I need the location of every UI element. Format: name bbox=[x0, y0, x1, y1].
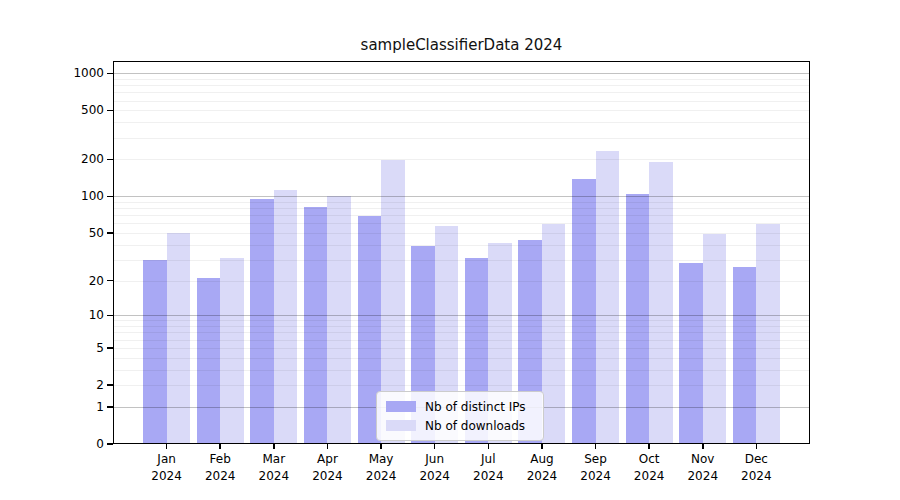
grid-minor-line bbox=[113, 223, 810, 224]
bar-oct-downloads bbox=[649, 162, 673, 444]
x-tick-mark bbox=[702, 444, 704, 449]
bar-jan-ips bbox=[143, 260, 167, 444]
grid-minor-line bbox=[113, 326, 810, 327]
y-tick-label: 10 bbox=[0, 307, 104, 323]
grid-minor-line bbox=[113, 138, 810, 139]
bar-feb-ips bbox=[197, 278, 221, 444]
bar-sep-downloads bbox=[596, 151, 620, 444]
grid-major-line bbox=[113, 315, 810, 316]
x-tick-mark bbox=[219, 444, 221, 449]
grid-minor-line bbox=[113, 340, 810, 341]
grid-minor-line bbox=[113, 215, 810, 216]
y-tick-label: 2 bbox=[0, 377, 104, 393]
bar-aug-downloads bbox=[542, 224, 566, 444]
bar-sep-ips bbox=[572, 179, 596, 444]
y-tick-label: 500 bbox=[0, 102, 104, 118]
grid-minor-line bbox=[113, 281, 810, 282]
x-tick-mark bbox=[488, 444, 490, 449]
x-tick-mark bbox=[434, 444, 436, 449]
grid-minor-line bbox=[113, 348, 810, 349]
grid-minor-line bbox=[113, 385, 810, 386]
legend-item-distinct-ips: Nb of distinct IPs bbox=[386, 397, 534, 416]
figure: sampleClassifierData 2024 10005002001005… bbox=[0, 0, 900, 500]
bar-dec-ips bbox=[733, 267, 757, 444]
y-tick-label: 20 bbox=[0, 273, 104, 289]
grid-minor-line bbox=[113, 101, 810, 102]
grid-minor-line bbox=[113, 320, 810, 321]
y-tick-label: 5 bbox=[0, 340, 104, 356]
grid-minor-line bbox=[113, 92, 810, 93]
y-tick-label: 0 bbox=[0, 436, 104, 452]
grid-minor-line bbox=[113, 260, 810, 261]
legend: Nb of distinct IPs Nb of downloads bbox=[376, 391, 544, 441]
grid-minor-line bbox=[113, 79, 810, 80]
plot-area: Nb of distinct IPs Nb of downloads bbox=[113, 61, 810, 444]
bar-jan-downloads bbox=[167, 233, 191, 444]
x-tick-mark bbox=[273, 444, 275, 449]
grid-minor-line bbox=[113, 245, 810, 246]
grid-major-line bbox=[113, 196, 810, 197]
grid-minor-line bbox=[113, 122, 810, 123]
x-tick-year: 2024 bbox=[724, 468, 788, 485]
bar-dec-downloads bbox=[756, 224, 780, 444]
x-tick-month: Dec bbox=[724, 451, 788, 468]
grid-major-line bbox=[113, 73, 810, 74]
y-tick-label: 1 bbox=[0, 399, 104, 415]
x-tick-mark bbox=[327, 444, 329, 449]
y-tick-label: 50 bbox=[0, 225, 104, 241]
grid-minor-line bbox=[113, 332, 810, 333]
grid-minor-line bbox=[113, 358, 810, 359]
grid-minor-line bbox=[113, 370, 810, 371]
grid-minor-line bbox=[113, 233, 810, 234]
legend-label-downloads: Nb of downloads bbox=[425, 419, 525, 433]
x-tick-label: Dec2024 bbox=[724, 451, 788, 485]
y-tick-label: 100 bbox=[0, 188, 104, 204]
grid-minor-line bbox=[113, 208, 810, 209]
bar-nov-ips bbox=[679, 263, 703, 444]
y-tick-label: 1000 bbox=[0, 65, 104, 81]
x-tick-mark bbox=[648, 444, 650, 449]
grid-minor-line bbox=[113, 110, 810, 111]
grid-minor-line bbox=[113, 159, 810, 160]
grid-minor-line bbox=[113, 85, 810, 86]
y-tick-label: 200 bbox=[0, 151, 104, 167]
x-tick-mark bbox=[595, 444, 597, 449]
x-tick-mark bbox=[756, 444, 758, 449]
legend-swatch-ips-icon bbox=[386, 401, 416, 412]
grid-minor-line bbox=[113, 202, 810, 203]
legend-item-downloads: Nb of downloads bbox=[386, 416, 534, 435]
chart-title: sampleClassifierData 2024 bbox=[113, 36, 810, 54]
bar-feb-downloads bbox=[220, 258, 244, 444]
legend-swatch-downloads-icon bbox=[386, 420, 416, 431]
legend-label-distinct-ips: Nb of distinct IPs bbox=[425, 400, 526, 414]
x-tick-mark bbox=[541, 444, 543, 449]
x-tick-mark bbox=[166, 444, 168, 449]
x-tick-mark bbox=[380, 444, 382, 449]
